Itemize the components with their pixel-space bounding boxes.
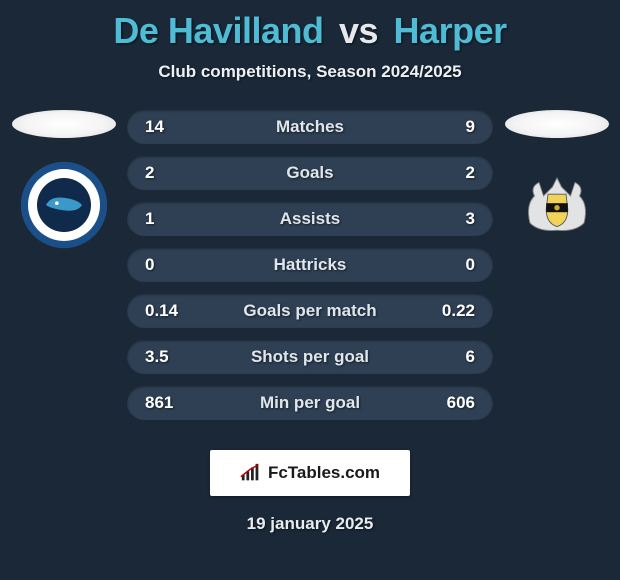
date-text: 19 january 2025 xyxy=(0,514,620,534)
stat-row: 14Matches9 xyxy=(127,110,493,144)
stats-table: 14Matches9 2Goals2 1Assists3 0Hattricks0 0.1… xyxy=(121,110,499,420)
stat-row: 2Goals2 xyxy=(127,156,493,190)
player1-club-crest xyxy=(19,160,109,250)
brand-text: FcTables.com xyxy=(268,463,380,483)
stat-right-value: 606 xyxy=(435,393,475,413)
stat-right-value: 2 xyxy=(435,163,475,183)
page-title: De Havilland vs Harper xyxy=(0,0,620,52)
vs-text: vs xyxy=(339,10,378,51)
comparison-panel: 14Matches9 2Goals2 1Assists3 0Hattricks0 0.1… xyxy=(0,110,620,420)
stat-row: 3.5Shots per goal6 xyxy=(127,340,493,374)
chart-icon xyxy=(240,463,262,483)
player2-club-crest xyxy=(512,160,602,250)
stat-right-value: 3 xyxy=(435,209,475,229)
brand-badge[interactable]: FcTables.com xyxy=(210,450,410,496)
subtitle: Club competitions, Season 2024/2025 xyxy=(0,62,620,82)
left-side xyxy=(6,110,121,420)
player1-avatar xyxy=(12,110,116,138)
stat-right-value: 9 xyxy=(435,117,475,137)
stat-row: 861Min per goal606 xyxy=(127,386,493,420)
stat-right-value: 0 xyxy=(435,255,475,275)
stat-row: 1Assists3 xyxy=(127,202,493,236)
right-side xyxy=(499,110,614,420)
stat-row: 0Hattricks0 xyxy=(127,248,493,282)
stat-right-value: 6 xyxy=(435,347,475,367)
stat-row: 0.14Goals per match0.22 xyxy=(127,294,493,328)
player2-name: Harper xyxy=(394,10,507,51)
stat-right-value: 0.22 xyxy=(435,301,475,321)
player1-name: De Havilland xyxy=(113,10,323,51)
player2-avatar xyxy=(505,110,609,138)
